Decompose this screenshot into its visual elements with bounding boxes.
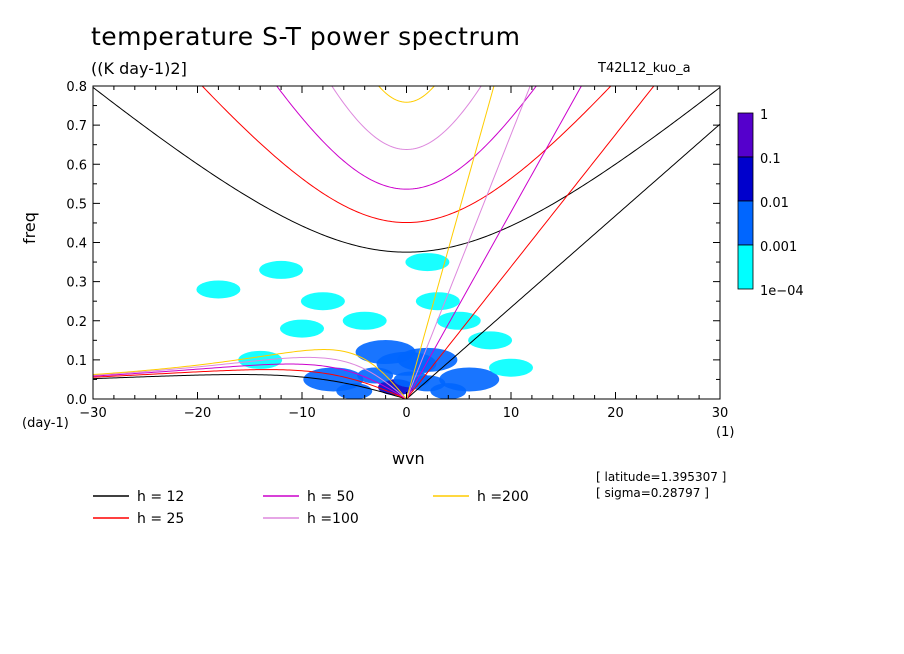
curve-group-0: [93, 86, 720, 399]
spectrum-blob-18: [405, 253, 450, 272]
spectrum-heatmap: [196, 253, 533, 399]
latitude-info: [ latitude=1.395307 ]: [596, 470, 727, 484]
y-tick-label-6: 0.6: [66, 158, 87, 173]
spectrum-blob-13: [280, 319, 324, 338]
dispersion-curves: [93, 86, 720, 399]
x-axis-unit: (1): [716, 425, 735, 440]
kelvin-curve-2: [406, 86, 582, 399]
legend-label-0: h = 12: [137, 489, 184, 505]
sigma-info: [ sigma=0.28797 ]: [596, 486, 709, 500]
legend-label-3: h =100: [307, 511, 359, 527]
colorbar-swatch-3: [737, 244, 754, 290]
kelvin-curve-3: [406, 86, 531, 399]
spectrum-blob-19: [300, 292, 345, 311]
gravity-curve-1: [201, 86, 612, 224]
x-tick-label-6: 30: [712, 406, 729, 421]
legend-label-1: h = 25: [137, 511, 184, 527]
legend-label-2: h = 50: [307, 489, 354, 505]
gravity-curve-0: [93, 86, 720, 253]
x-tick-label-3: 0: [402, 406, 410, 421]
units-label: ((K day-1)2]: [91, 59, 187, 78]
colorbar: 1 0.1 0.01 0.001 1e−04: [737, 108, 804, 299]
run-name: T42L12_kuo_a: [598, 61, 691, 76]
kelvin-curve-0: [406, 123, 720, 399]
spectrum-blob-8: [439, 367, 500, 392]
spectrum-blob-11: [342, 311, 387, 330]
colorbar-swatch-0: [737, 112, 754, 158]
rossby-curve-4: [93, 349, 407, 399]
legend-label-4: h =200: [477, 489, 529, 505]
colorbar-label-3: 0.001: [760, 240, 797, 255]
y-tick-label-3: 0.3: [66, 276, 87, 291]
x-tick-label-5: 20: [607, 406, 624, 421]
curve-group-4: [93, 86, 495, 399]
curve-group-1: [93, 86, 655, 399]
kelvin-curve-4: [406, 86, 495, 399]
spectrum-blob-20: [468, 331, 513, 350]
chart-title: temperature S-T power spectrum: [91, 22, 521, 51]
spectrum-blob-10: [397, 347, 458, 372]
y-tick-label-7: 0.7: [66, 119, 87, 134]
spectrum-blob-21: [436, 311, 481, 330]
y-tick-label-4: 0.4: [66, 237, 87, 252]
y-tick-label-2: 0.2: [66, 315, 87, 330]
y-tick-label-1: 0.1: [66, 354, 87, 369]
gravity-curve-2: [276, 86, 537, 190]
colorbar-swatch-1: [737, 156, 754, 202]
x-tick-label-0: −30: [79, 406, 106, 421]
y-tick-label-8: 0.8: [66, 80, 87, 95]
gravity-curve-4: [378, 86, 435, 103]
x-tick-label-2: −10: [288, 406, 315, 421]
x-axis-label: wvn: [392, 449, 425, 468]
y-axis-unit: (day-1): [22, 416, 69, 431]
spectrum-blob-7: [303, 367, 364, 392]
kelvin-curve-1: [406, 86, 655, 399]
colorbar-label-2: 0.01: [760, 196, 789, 211]
rossby-curve-1: [93, 369, 407, 399]
x-tick-label-4: 10: [503, 406, 520, 421]
colorbar-label-4: 1e−04: [760, 284, 804, 299]
spectrum-blob-12: [415, 292, 460, 311]
x-tick-label-1: −20: [184, 406, 211, 421]
colorbar-swatch-2: [737, 200, 754, 246]
spectrum-blob-14: [489, 358, 533, 377]
spectrum-blob-16: [196, 280, 241, 299]
y-tick-label-5: 0.5: [66, 197, 87, 212]
colorbar-label-0: 1: [760, 108, 768, 123]
curve-group-3: [93, 86, 531, 399]
rossby-curve-3: [93, 356, 407, 399]
legend: h = 12 h = 25 h = 50 h =100 h =200: [93, 489, 529, 527]
curve-group-2: [93, 86, 582, 399]
rossby-curve-2: [93, 363, 407, 399]
gravity-curve-3: [331, 86, 482, 150]
axis-ticks: 0.0 0.1 0.2 0.3 0.4 0.5 0.6 0.7 0.8 −30 −20 −10 0 10 2…: [66, 80, 728, 421]
rossby-curve-0: [93, 374, 407, 399]
colorbar-label-1: 0.1: [760, 152, 781, 167]
y-tick-label-0: 0.0: [66, 393, 87, 408]
spectrum-blob-17: [259, 260, 304, 279]
